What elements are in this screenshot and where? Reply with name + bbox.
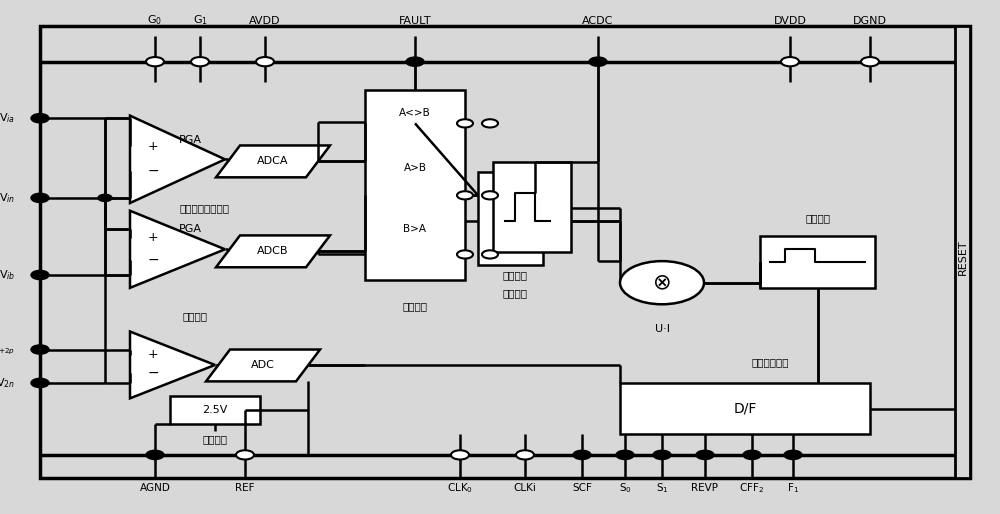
Circle shape [696,450,714,460]
Text: B>A: B>A [404,224,426,234]
Circle shape [589,57,607,66]
Text: 2.5V: 2.5V [202,405,228,415]
Text: FAULT: FAULT [399,15,431,26]
Circle shape [653,450,671,460]
Circle shape [31,345,49,354]
Text: 相位补偿: 相位补偿 [503,270,528,280]
Circle shape [784,450,802,460]
Polygon shape [206,350,320,381]
Text: +: + [148,140,159,153]
Text: REVP: REVP [692,483,718,493]
Text: A>B: A>B [404,163,426,173]
Text: RESET: RESET [958,239,968,275]
Bar [760,236,875,288]
Text: S$_0$: S$_0$ [619,482,631,495]
Text: A<>B: A<>B [399,108,431,118]
Text: DVDD: DVDD [774,15,806,26]
Text: ADCB: ADCB [257,246,289,256]
Text: DGND: DGND [853,15,887,26]
Text: −: − [148,163,160,178]
Text: ⊗: ⊗ [653,273,671,292]
Circle shape [861,57,879,66]
Circle shape [457,250,473,259]
Text: V$_{in}$: V$_{in}$ [0,191,15,205]
Polygon shape [130,116,225,203]
Circle shape [406,57,424,66]
Circle shape [482,191,498,199]
Text: 比较电路: 比较电路 [402,301,428,311]
Text: +: + [148,348,159,361]
Polygon shape [130,211,225,288]
Text: PGA: PGA [178,224,202,234]
Text: AGND: AGND [140,483,170,493]
Text: 放大电路模数转换: 放大电路模数转换 [180,203,230,213]
Text: ADC: ADC [251,360,275,371]
Text: V$_{2n}$: V$_{2n}$ [0,376,15,390]
Circle shape [31,193,49,203]
Text: G$_0$: G$_0$ [147,14,163,27]
Text: CLK$_0$: CLK$_0$ [447,482,473,495]
Circle shape [146,450,164,460]
Bar [620,383,870,434]
Text: 模数转换: 模数转换 [182,311,208,321]
Bar [955,26,970,478]
Bar [170,396,260,424]
Polygon shape [216,235,330,267]
Text: PGA: PGA [178,135,202,145]
Text: CLKi: CLKi [514,483,536,493]
Circle shape [31,270,49,280]
Polygon shape [130,332,215,398]
Bar [365,90,465,280]
Circle shape [256,57,274,66]
Text: SCF: SCF [572,483,592,493]
Text: −: − [148,365,160,380]
Text: D/F: D/F [733,401,757,416]
Text: F$_1$: F$_1$ [787,482,799,495]
Circle shape [482,119,498,127]
Text: ADCA: ADCA [257,156,289,167]
Text: AVDD: AVDD [249,15,281,26]
Circle shape [457,119,473,127]
Circle shape [98,194,112,201]
Text: V$_{ib}$: V$_{ib}$ [0,268,15,282]
Text: V$_{+2p}$: V$_{+2p}$ [0,342,15,357]
Circle shape [743,450,761,460]
Circle shape [191,57,209,66]
Text: 参考电压: 参考电压 [202,434,228,445]
Text: +: + [148,231,159,245]
Text: ACDC: ACDC [582,15,614,26]
Circle shape [31,114,49,123]
Circle shape [146,57,164,66]
Text: −: − [148,252,160,267]
Bar [478,172,543,265]
Text: S$_1$: S$_1$ [656,482,668,495]
Circle shape [516,450,534,460]
Circle shape [616,450,634,460]
Text: 低通滤波: 低通滤波 [805,213,830,224]
Circle shape [31,378,49,388]
Text: CFF$_2$: CFF$_2$ [739,482,765,495]
Text: G$_1$: G$_1$ [193,14,207,27]
Circle shape [236,450,254,460]
Text: V$_{ia}$: V$_{ia}$ [0,112,15,125]
Circle shape [781,57,799,66]
Circle shape [451,450,469,460]
Text: 数字频率变换: 数字频率变换 [751,357,789,368]
Text: U·I: U·I [654,324,670,334]
Circle shape [457,191,473,199]
Circle shape [620,261,704,304]
Text: 高通滤波: 高通滤波 [503,288,528,298]
Bar [40,26,970,478]
Circle shape [482,250,498,259]
Polygon shape [216,145,330,177]
Bar [493,162,571,252]
Text: REF: REF [235,483,255,493]
Circle shape [573,450,591,460]
